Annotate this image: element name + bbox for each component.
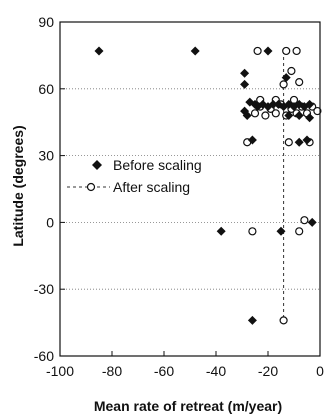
point-after-scaling bbox=[295, 227, 304, 236]
x-tick-label: -60 bbox=[154, 363, 174, 379]
y-tick-label: -30 bbox=[34, 281, 54, 297]
point-before-scaling bbox=[216, 226, 226, 236]
point-before-scaling bbox=[245, 97, 255, 107]
point-after-scaling bbox=[284, 138, 293, 147]
legend-label-before-scaling: Before scaling bbox=[113, 157, 202, 173]
point-after-scaling bbox=[282, 46, 291, 56]
point-before-scaling bbox=[240, 79, 250, 89]
point-before-scaling bbox=[240, 68, 250, 78]
point-before-scaling bbox=[305, 99, 315, 109]
x-tick-label: -100 bbox=[46, 363, 74, 379]
point-before-scaling bbox=[263, 46, 273, 56]
x-tick-label: -40 bbox=[206, 363, 226, 379]
x-tick-label: 0 bbox=[316, 363, 324, 379]
point-before-scaling bbox=[294, 137, 304, 147]
point-after-scaling bbox=[313, 106, 322, 116]
point-before-scaling bbox=[307, 217, 317, 227]
point-before-scaling bbox=[276, 226, 286, 236]
point-before-scaling bbox=[268, 99, 278, 109]
point-before-scaling bbox=[253, 102, 263, 112]
y-tick-label: -60 bbox=[34, 348, 54, 364]
point-after-scaling bbox=[248, 227, 257, 236]
point-before-scaling bbox=[190, 46, 200, 56]
legend: Before scaling After scaling bbox=[67, 157, 202, 195]
plot-frame bbox=[59, 21, 321, 357]
legend-label-after-scaling: After scaling bbox=[113, 179, 190, 195]
point-after-scaling bbox=[295, 78, 304, 87]
point-before-scaling bbox=[284, 111, 294, 121]
x-tick-label: -80 bbox=[102, 363, 122, 379]
point-before-scaling bbox=[305, 113, 315, 123]
point-before-scaling bbox=[94, 46, 104, 56]
point-after-scaling bbox=[279, 316, 288, 325]
point-before-scaling bbox=[294, 111, 304, 121]
y-tick-label: 90 bbox=[38, 14, 54, 30]
y-tick-label: 60 bbox=[38, 81, 54, 97]
point-after-scaling bbox=[287, 66, 296, 76]
legend-marker-after-scaling bbox=[86, 182, 96, 192]
tick-labels: -100 -80 -60 -40 -20 0 -60 -30 0 30 60 90 bbox=[34, 14, 324, 379]
point-before-scaling bbox=[281, 73, 291, 83]
point-after-scaling bbox=[261, 111, 270, 120]
point-after-scaling bbox=[271, 109, 280, 118]
x-tick-label: -20 bbox=[258, 363, 278, 379]
point-after-scaling bbox=[250, 109, 260, 118]
point-before-scaling bbox=[247, 315, 257, 325]
axes bbox=[59, 21, 321, 357]
legend-marker-before-scaling bbox=[92, 160, 102, 170]
data-points bbox=[94, 46, 322, 325]
gridlines bbox=[60, 88, 320, 290]
point-after-scaling bbox=[300, 216, 309, 225]
point-after-scaling bbox=[292, 46, 301, 56]
y-tick-label: 0 bbox=[46, 214, 54, 230]
point-after-scaling bbox=[279, 80, 288, 89]
point-after-scaling bbox=[253, 46, 262, 56]
point-before-scaling bbox=[247, 135, 257, 145]
x-axis-title: Mean rate of retreat (m/year) bbox=[94, 398, 282, 414]
point-before-scaling bbox=[242, 111, 252, 121]
point-before-scaling bbox=[302, 135, 312, 145]
y-axis-title: Latitude (degrees) bbox=[10, 125, 26, 246]
y-tick-label: 30 bbox=[38, 148, 54, 164]
